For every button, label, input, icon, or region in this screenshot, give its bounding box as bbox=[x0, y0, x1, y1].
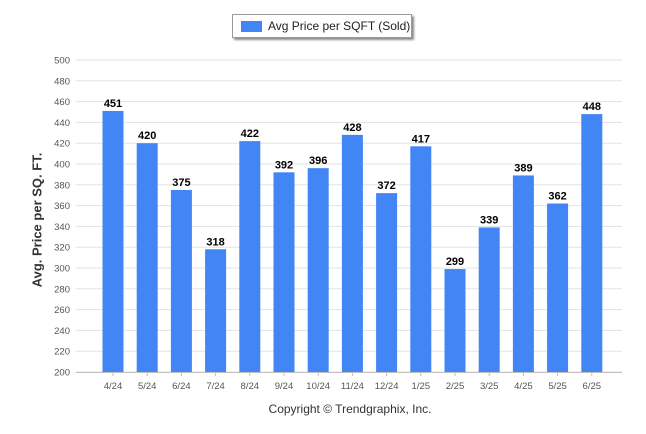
y-tick-label: 380 bbox=[54, 180, 70, 191]
y-tick-label: 300 bbox=[54, 264, 70, 275]
x-tick-label: 1/25 bbox=[412, 381, 431, 392]
bar bbox=[376, 193, 398, 372]
legend-swatch bbox=[241, 20, 262, 32]
bar bbox=[102, 110, 124, 373]
bar bbox=[136, 143, 158, 372]
bar bbox=[170, 190, 192, 372]
x-tick-label: 4/25 bbox=[514, 381, 533, 392]
y-tick-label: 360 bbox=[54, 201, 70, 212]
bar bbox=[547, 203, 569, 372]
bar-value-label: 318 bbox=[206, 236, 224, 248]
bar-value-label: 375 bbox=[172, 177, 190, 189]
x-tick-label: 9/24 bbox=[275, 381, 294, 392]
x-tick-label: 6/24 bbox=[172, 381, 191, 392]
y-tick-label: 280 bbox=[54, 284, 70, 295]
bar-value-label: 422 bbox=[241, 128, 259, 140]
y-tick-label: 420 bbox=[54, 139, 70, 150]
y-tick-label: 220 bbox=[54, 347, 70, 358]
x-tick-label: 6/25 bbox=[583, 381, 602, 392]
y-tick-label: 440 bbox=[54, 118, 70, 129]
bar bbox=[239, 141, 261, 372]
x-tick-label: 3/25 bbox=[480, 381, 499, 392]
bar-value-label: 339 bbox=[480, 214, 498, 226]
copyright-footer: Copyright © Trendgraphix, Inc. bbox=[268, 402, 432, 416]
y-tick-label: 240 bbox=[54, 326, 70, 337]
bar bbox=[410, 146, 432, 372]
bar bbox=[581, 114, 603, 372]
x-tick-label: 5/24 bbox=[138, 381, 157, 392]
bar bbox=[205, 249, 227, 372]
bar bbox=[307, 168, 329, 372]
y-tick-label: 400 bbox=[54, 160, 70, 171]
bar-value-label: 389 bbox=[514, 162, 532, 174]
x-tick-label: 4/24 bbox=[104, 381, 123, 392]
x-tick-label: 2/25 bbox=[446, 381, 465, 392]
bar-value-label: 451 bbox=[104, 98, 122, 110]
bar-value-label: 448 bbox=[583, 101, 601, 113]
bar-value-label: 362 bbox=[548, 191, 566, 203]
legend-label: Avg Price per SQFT (Sold) bbox=[268, 19, 411, 33]
bar-value-label: 299 bbox=[446, 256, 464, 268]
bar bbox=[444, 269, 466, 372]
x-tick-label: 7/24 bbox=[206, 381, 225, 392]
bar bbox=[478, 227, 500, 372]
x-tick-label: 5/25 bbox=[548, 381, 567, 392]
y-tick-label: 480 bbox=[54, 76, 70, 87]
bar-value-label: 392 bbox=[275, 159, 293, 171]
bar-value-label: 417 bbox=[412, 133, 430, 145]
y-tick-label: 260 bbox=[54, 305, 70, 316]
chart-legend: Avg Price per SQFT (Sold) bbox=[232, 14, 412, 38]
y-tick-label: 460 bbox=[54, 97, 70, 108]
bar-value-label: 372 bbox=[377, 180, 395, 192]
bar-value-label: 420 bbox=[138, 130, 156, 142]
x-tick-label: 11/24 bbox=[341, 381, 364, 392]
x-tick-label: 8/24 bbox=[241, 381, 260, 392]
y-tick-label: 500 bbox=[54, 56, 70, 67]
y-tick-label: 200 bbox=[54, 368, 70, 379]
y-tick-label: 320 bbox=[54, 243, 70, 254]
y-tick-label: 340 bbox=[54, 222, 70, 233]
bar bbox=[512, 175, 534, 372]
bar bbox=[273, 172, 295, 372]
x-tick-label: 12/24 bbox=[375, 381, 399, 392]
bar-value-label: 428 bbox=[343, 122, 361, 134]
bar-value-label: 396 bbox=[309, 155, 327, 167]
x-tick-label: 10/24 bbox=[306, 381, 330, 392]
bar bbox=[341, 134, 363, 372]
